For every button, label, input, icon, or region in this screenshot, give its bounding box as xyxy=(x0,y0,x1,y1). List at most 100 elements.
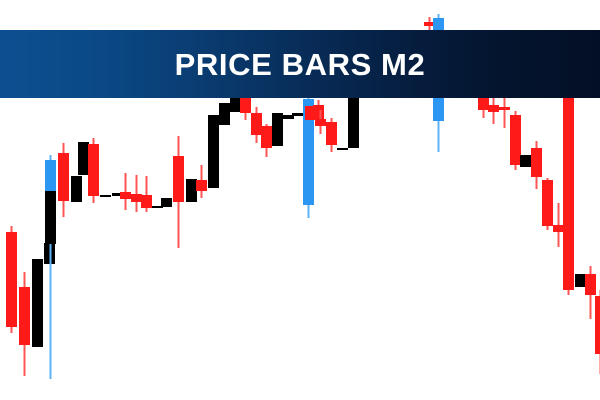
candlestick-body xyxy=(219,103,230,125)
candlestick-body xyxy=(186,179,197,202)
candlestick-body xyxy=(261,126,272,148)
candlestick xyxy=(161,198,172,207)
candlestick xyxy=(251,107,262,143)
candlestick xyxy=(71,176,82,202)
candlestick-body xyxy=(563,96,574,290)
candlestick xyxy=(348,94,359,148)
candlestick-body xyxy=(141,195,152,208)
candlestick xyxy=(337,148,348,150)
candlestick xyxy=(141,176,152,212)
candlestick-body xyxy=(553,225,564,232)
candlestick-body xyxy=(499,107,510,110)
candlestick xyxy=(292,113,303,116)
candlestick-body xyxy=(478,94,489,110)
candlestick-body xyxy=(531,148,542,177)
candlestick xyxy=(575,274,586,287)
candlestick-body xyxy=(131,194,142,202)
candlestick-wick xyxy=(503,94,506,128)
candlestick-body xyxy=(161,198,172,207)
candlestick-body xyxy=(337,148,348,150)
candlestick xyxy=(510,111,521,170)
candlestick-body xyxy=(19,287,30,345)
page-title: PRICE BARS M2 xyxy=(174,46,426,82)
candlestick xyxy=(585,266,596,319)
candlestick xyxy=(219,103,230,125)
candlestick xyxy=(261,124,272,157)
candlestick-body xyxy=(45,191,56,244)
candlestick xyxy=(424,17,435,30)
candlestick xyxy=(131,175,142,212)
candlestick-body xyxy=(595,296,600,354)
candlestick-body xyxy=(32,259,43,347)
candlestick xyxy=(45,191,56,244)
candlestick xyxy=(186,179,197,202)
candlestick-body xyxy=(292,113,303,116)
candlestick-wick xyxy=(124,173,127,210)
candlestick xyxy=(88,138,99,203)
candlestick-body xyxy=(488,105,499,112)
candlestick-body xyxy=(424,22,435,26)
candlestick-wick xyxy=(49,155,52,379)
candlestick-body xyxy=(88,144,99,196)
candlestick xyxy=(303,95,314,218)
candlestick xyxy=(112,193,123,196)
candlestick xyxy=(542,178,553,230)
candlestick xyxy=(240,92,251,120)
candlestick xyxy=(230,94,241,112)
candlestick-body xyxy=(272,113,283,146)
candlestick xyxy=(283,115,294,119)
candlestick xyxy=(58,143,69,217)
candlestick xyxy=(6,226,17,333)
candlestick-body xyxy=(313,105,324,120)
candlestick-wick xyxy=(135,175,138,212)
candlestick xyxy=(315,110,326,134)
candlestick xyxy=(313,100,324,123)
candlestick-body xyxy=(283,115,294,119)
candlestick-body xyxy=(173,156,184,202)
candlestick-body xyxy=(120,192,131,199)
candlestick xyxy=(100,195,111,197)
candlestick-body xyxy=(575,274,586,287)
candlestick xyxy=(520,155,531,167)
candlestick xyxy=(478,91,489,118)
candlestick xyxy=(120,173,131,210)
candlestick-body xyxy=(542,180,553,226)
candlestick xyxy=(173,136,184,248)
candlestick xyxy=(531,141,542,189)
candlestick-body xyxy=(208,115,219,188)
candlestick-body xyxy=(78,142,89,175)
candlestick xyxy=(488,96,499,124)
candlestick-body xyxy=(520,155,531,167)
candlestick-body xyxy=(58,153,69,201)
candlestick xyxy=(563,92,574,295)
candlestick-body xyxy=(6,232,17,327)
candlestick xyxy=(196,165,207,198)
candlestick xyxy=(32,259,43,347)
candlestick xyxy=(78,142,89,175)
candlestick-body xyxy=(303,99,314,205)
candlestick xyxy=(305,106,316,120)
candlestick xyxy=(19,272,30,376)
candlestick-body xyxy=(585,274,596,295)
candlestick-body xyxy=(251,113,262,135)
candlestick-body xyxy=(230,94,241,112)
candlestick xyxy=(272,113,283,146)
candlestick-wick xyxy=(145,176,148,212)
candlestick xyxy=(152,206,163,208)
candlestick xyxy=(553,203,564,247)
candlestick-body xyxy=(305,106,316,120)
candlestick xyxy=(595,290,600,374)
candlestick xyxy=(208,115,219,188)
title-banner: PRICE BARS M2 xyxy=(0,30,600,98)
candlestick-body xyxy=(326,122,337,145)
candlestick-body xyxy=(348,94,359,148)
candlestick xyxy=(326,118,337,152)
candlestick xyxy=(45,155,56,379)
candlestick-body xyxy=(112,193,123,196)
candlestick-body xyxy=(152,206,163,208)
candlestick-body xyxy=(196,180,207,191)
candlestick-body xyxy=(240,96,251,113)
